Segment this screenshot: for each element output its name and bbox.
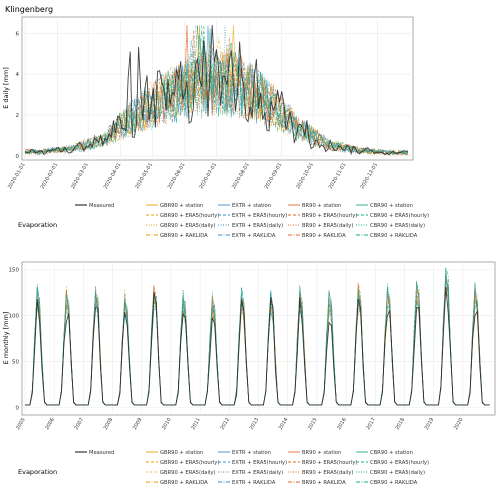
monthly-x-tick-label: 2015 [307, 417, 319, 431]
daily-y-tick-label: 2 [16, 113, 20, 119]
monthly-series [25, 267, 490, 406]
legend-label: Measured [89, 450, 114, 456]
legend-label: CBR90 + station [370, 450, 413, 456]
monthly-x-tick-label: 2006 [44, 417, 56, 431]
daily-ylabel: E daily [mm] [2, 67, 10, 109]
monthly-x-tick-label: 2013 [249, 417, 261, 431]
monthly-x-tick-label: 2005 [15, 417, 27, 431]
legend-title: Evaporation [18, 221, 57, 229]
legend-label: GBR90 + ERA5(daily) [160, 223, 215, 229]
legend-label: BR90 + RAKLIDA [302, 233, 346, 239]
legend-label: CBR90 + RAKLIDA [370, 480, 418, 486]
daily-y-tick-label: 6 [16, 31, 20, 37]
monthly-y-tick-label: 100 [9, 313, 20, 319]
daily-y-tick-label: 4 [16, 72, 20, 78]
daily-x-tick-label: 2020-10-01 [295, 162, 315, 190]
monthly-y-tick-label: 150 [9, 267, 20, 273]
legend-label: GBR90 + ERA5(hourly) [160, 460, 219, 466]
daily-title: Klingenberg [5, 5, 53, 14]
daily-model-line [24, 25, 409, 155]
legend-label: BR90 + station [302, 450, 341, 456]
legend-title: Evaporation [18, 468, 57, 476]
monthly-x-tick-label: 2016 [336, 417, 348, 431]
daily-x-tick-label: 2020-05-01 [134, 162, 154, 190]
legend-label: GBR90 + RAKLIDA [160, 233, 208, 239]
legend-label: GBR90 + station [160, 450, 203, 456]
legend-label: EXTR + ERA5(hourly) [232, 213, 287, 219]
legend-label: BR90 + ERA5(daily) [302, 470, 353, 476]
legend-label: EXTR + ERA5(daily) [232, 223, 283, 229]
monthly-x-tick-label: 2008 [103, 417, 115, 431]
legend-label: GBR90 + RAKLIDA [160, 480, 208, 486]
monthly-x-tick-label: 2020 [453, 417, 465, 431]
daily-x-tick-label: 2020-06-01 [167, 162, 187, 190]
monthly-x-ticks: 2005 2006 2007 2008 2009 2010 2011 2012 2013 2014… [15, 417, 464, 431]
monthly-legend: Evaporation Measured GBR90 + station EXTR +… [18, 450, 429, 486]
monthly-x-tick-label: 2012 [219, 417, 231, 431]
legend-label: GBR90 + ERA5(daily) [160, 470, 215, 476]
daily-y-tick-label: 0 [16, 154, 20, 160]
daily-x-tick-label: 2020-07-01 [198, 162, 218, 190]
legend-label: EXTR + station [232, 203, 271, 209]
monthly-y-tick-label: 50 [12, 360, 19, 366]
monthly-x-tick-label: 2009 [132, 417, 144, 431]
legend-label: GBR90 + station [160, 203, 203, 209]
daily-x-tick-label: 2020-09-01 [264, 162, 284, 190]
monthly-x-tick-label: 2017 [365, 417, 377, 431]
daily-x-tick-label: 2020-08-01 [231, 162, 251, 190]
monthly-y-tick-label: 0 [16, 406, 20, 412]
legend-label: BR90 + ERA5(hourly) [302, 460, 357, 466]
monthly-x-tick-label: 2014 [278, 417, 290, 431]
legend-label: CBR90 + ERA5(daily) [370, 223, 425, 229]
daily-measured-line [24, 25, 409, 156]
legend-label: CBR90 + ERA5(hourly) [370, 460, 429, 466]
monthly-x-tick-label: 2019 [424, 417, 436, 431]
monthly-x-tick-label: 2011 [190, 417, 202, 431]
monthly-x-tick-label: 2010 [161, 417, 173, 431]
legend-label: BR90 + ERA5(hourly) [302, 213, 357, 219]
daily-x-tick-label: 2020-03-01 [70, 162, 90, 190]
legend-label: GBR90 + ERA5(hourly) [160, 213, 219, 219]
legend-label: CBR90 + ERA5(daily) [370, 470, 425, 476]
monthly-ylabel: E monthly [mm] [2, 312, 10, 365]
legend-label: EXTR + ERA5(hourly) [232, 460, 287, 466]
legend-label: BR90 + station [302, 203, 341, 209]
daily-y-ticks: 0 2 4 6 [16, 31, 20, 160]
legend-label: BR90 + RAKLIDA [302, 480, 346, 486]
legend-label: EXTR + ERA5(daily) [232, 470, 283, 476]
daily-x-tick-label: 2020-01-01 [7, 162, 27, 190]
legend-label: CBR90 + ERA5(hourly) [370, 213, 429, 219]
daily-x-tick-label: 2020-02-01 [40, 162, 60, 190]
legend-label: EXTR + RAKLIDA [232, 480, 276, 486]
daily-x-ticks: 2020-01-01 2020-02-01 2020-03-01 2020-04-01… [7, 162, 379, 190]
daily-model-line [24, 25, 409, 156]
legend-label: EXTR + RAKLIDA [232, 233, 276, 239]
monthly-x-tick-label: 2018 [395, 417, 407, 431]
daily-legend: Evaporation Measured GBR90 + station EXTR +… [18, 203, 429, 239]
daily-model-line [24, 25, 409, 156]
monthly-x-tick-label: 2007 [74, 417, 86, 431]
daily-x-tick-label: 2020-11-01 [328, 162, 348, 190]
legend-label: BR90 + ERA5(daily) [302, 223, 353, 229]
legend-label: CBR90 + RAKLIDA [370, 233, 418, 239]
daily-x-tick-label: 2020-04-01 [103, 162, 123, 190]
daily-series [24, 24, 409, 156]
monthly-measured-line [25, 286, 490, 406]
daily-x-tick-label: 2020-12-01 [359, 162, 379, 190]
legend-label: Measured [89, 203, 114, 209]
monthly-y-ticks: 0 50 100 150 [9, 267, 20, 411]
legend-label: CBR90 + station [370, 203, 413, 209]
legend-label: EXTR + station [232, 450, 271, 456]
